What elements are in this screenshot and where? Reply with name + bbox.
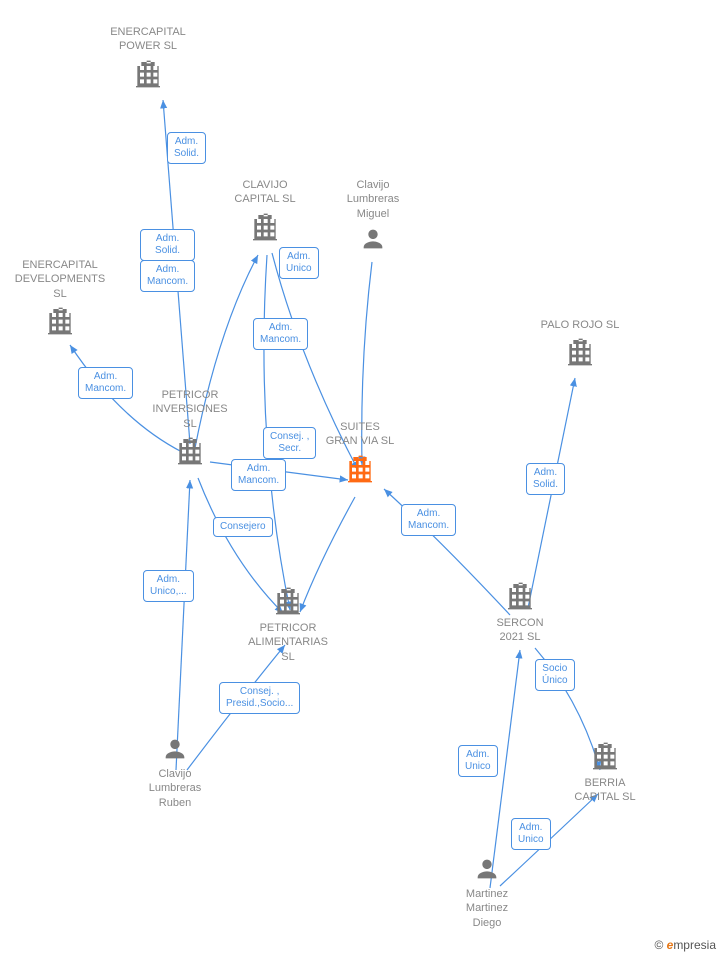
edge-label: Adm. Solid. [526,463,565,495]
copyright-symbol: © [654,938,663,952]
edge-label: Adm. Solid. [140,229,195,261]
copyright: © empresia [654,938,716,952]
edge-label: Adm. Unico,... [143,570,194,602]
node-label: PALO ROJO SL [541,318,620,332]
building-icon [132,58,164,90]
node-petricor_ali: PETRICOR ALIMENTARIAS SL [238,585,338,664]
edge-clavijo_ruben-petricor_inv [176,480,190,770]
node-label: BERRIA CAPITAL SL [574,776,635,805]
node-enercapital_dev: ENERCAPITAL DEVELOPMENTS SL [10,258,110,337]
node-sercon: SERCON 2021 SL [470,580,570,645]
edge-label: Adm. Unico [511,818,551,850]
building-icon [272,585,304,617]
edge-label: Adm. Solid. [167,132,206,164]
edge-label: Consej. , Presid.,Socio... [219,682,300,714]
node-clavijo_capital: CLAVIJO CAPITAL SL [215,178,315,243]
node-label: ENERCAPITAL DEVELOPMENTS SL [15,258,105,301]
edge-label: Adm. Mancom. [253,318,308,350]
node-clavijo_miguel: Clavijo Lumbreras Miguel [323,178,423,253]
node-palo_rojo: PALO ROJO SL [530,318,630,368]
node-petricor_inv: PETRICOR INVERSIONES SL [140,388,240,467]
person-icon [359,225,387,253]
brand-rest: mpresia [673,938,716,952]
edge-label: Socio Único [535,659,575,691]
building-icon [564,336,596,368]
edge-label: Adm. Unico [279,247,319,279]
building-icon [249,211,281,243]
edge-label: Adm. Mancom. [140,260,195,292]
person-icon [473,855,501,883]
building-icon [174,435,206,467]
building-icon [504,580,536,612]
edge-label: Consej. , Secr. [263,427,316,459]
node-enercapital_power: ENERCAPITAL POWER SL [98,25,198,90]
node-label: SERCON 2021 SL [496,616,543,645]
building-icon [589,740,621,772]
edge-label: Adm. Mancom. [401,504,456,536]
building-icon [44,305,76,337]
node-label: SUITES GRAN VIA SL [326,420,394,449]
edge-label: Adm. Mancom. [231,459,286,491]
node-clavijo_ruben: Clavijo Lumbreras Ruben [125,735,225,810]
node-label: Martinez Martinez Diego [466,887,508,930]
node-label: PETRICOR INVERSIONES SL [152,388,227,431]
node-label: Clavijo Lumbreras Ruben [149,767,202,810]
node-martinez: Martinez Martinez Diego [437,855,537,930]
node-suites: SUITES GRAN VIA SL [310,420,410,485]
node-berria: BERRIA CAPITAL SL [555,740,655,805]
node-label: Clavijo Lumbreras Miguel [347,178,400,221]
edge-label: Adm. Mancom. [78,367,133,399]
person-icon [161,735,189,763]
node-label: CLAVIJO CAPITAL SL [234,178,295,207]
edge-label: Adm. Unico [458,745,498,777]
edge-label-combo: Adm. Solid.Adm. Mancom. [140,229,195,292]
node-label: ENERCAPITAL POWER SL [110,25,186,54]
edge-label: Consejero [213,517,273,537]
building-focus-icon [344,453,376,485]
node-label: PETRICOR ALIMENTARIAS SL [248,621,328,664]
